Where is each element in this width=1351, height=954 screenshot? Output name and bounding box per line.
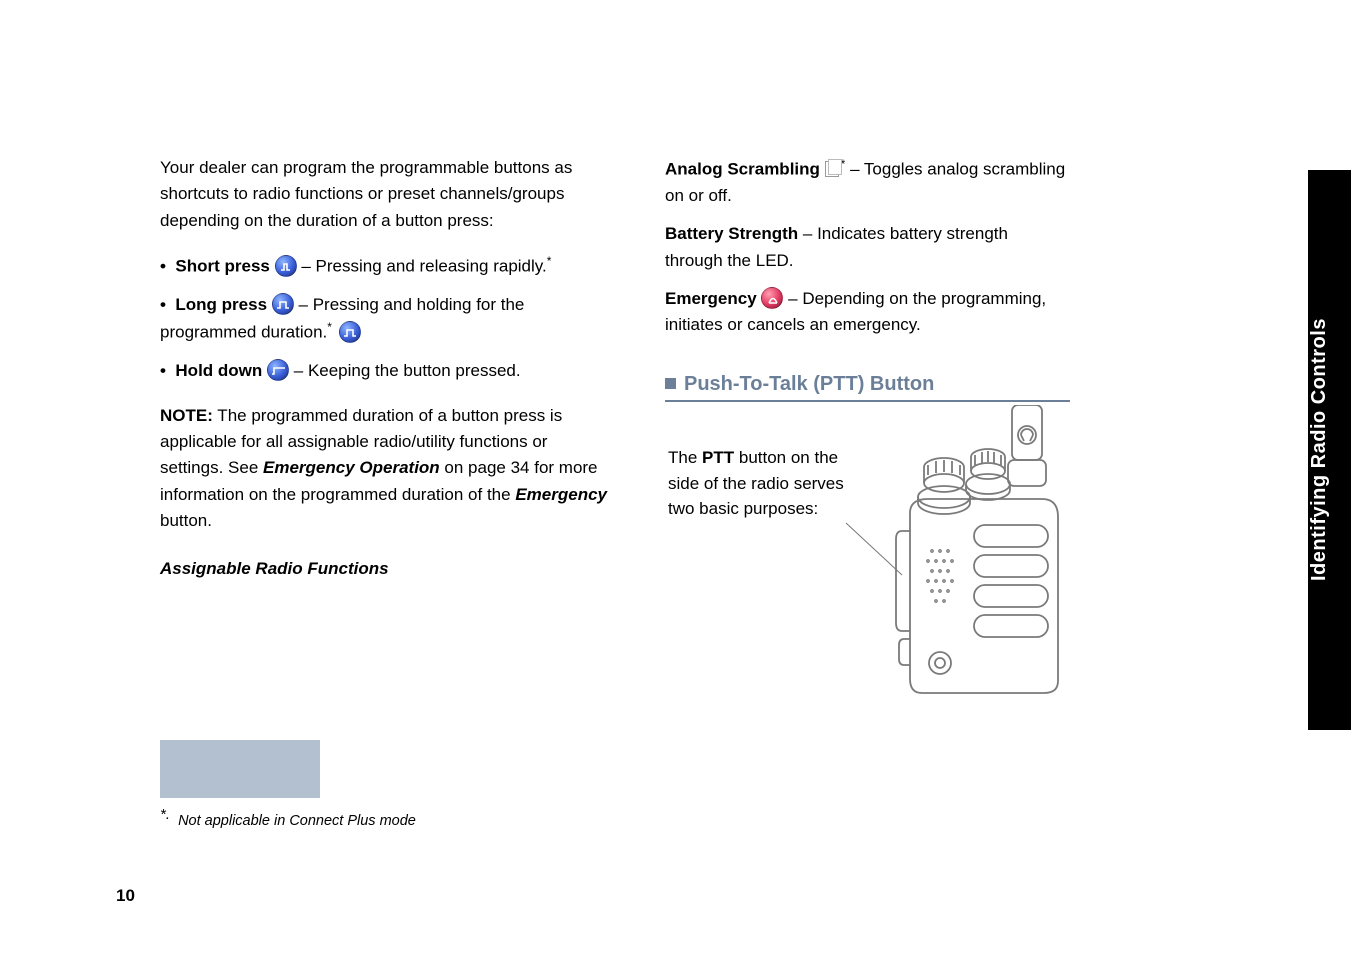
badge-short-press-icon — [275, 255, 297, 277]
section-rule — [665, 400, 1070, 402]
press-item-hold: • Hold down – Keeping the button pressed… — [160, 358, 615, 384]
page-ref-icon — [825, 161, 839, 177]
press-item-hold-desc: Keeping the button pressed. — [308, 361, 521, 380]
press-item-long-label: Long press — [175, 295, 267, 314]
badge-long-press-icon-2 — [339, 321, 361, 343]
footnote-text: *. Not applicable in Connect Plus mode — [160, 804, 615, 832]
ptt-bold: PTT — [702, 448, 734, 467]
press-item-short: • Short press – Pressing and releasing r… — [160, 252, 615, 280]
func-emergency-label: Emergency — [665, 289, 757, 308]
badge-long-press-icon — [272, 293, 294, 315]
section-title: Push-To-Talk (PTT) Button — [684, 373, 934, 395]
note-link-page: on page 34 — [440, 458, 530, 477]
press-item-long: • Long press – Pressing and holding for … — [160, 292, 615, 346]
press-duration-list: • Short press – Pressing and releasing r… — [160, 252, 615, 385]
side-tab-label: Identifying Radio Controls — [1308, 170, 1351, 730]
intro-paragraph: Your dealer can program the programmable… — [160, 155, 615, 234]
note-paragraph: NOTE: The programmed duration of a butto… — [160, 403, 615, 535]
section-marker-icon — [665, 378, 676, 389]
footnote-marker: *. — [160, 806, 170, 823]
radio-illustration — [836, 405, 1076, 700]
footnote-star-ref-1: * — [547, 254, 552, 268]
note-emergency-word: Emergency — [515, 485, 607, 504]
note-label: NOTE: — [160, 406, 213, 425]
badge-hold-down-icon — [267, 359, 289, 381]
func-analog-scrambling: Analog Scrambling * – Toggles analog scr… — [665, 155, 1070, 209]
note-link[interactable]: Emergency Operation — [263, 458, 440, 477]
left-column: Your dealer can program the programmable… — [160, 155, 615, 601]
func-analog-label: Analog Scrambling — [665, 160, 820, 179]
footnote-star-ref-2: * — [327, 320, 332, 334]
emergency-badge-icon — [761, 287, 783, 309]
side-tab: Identifying Radio Controls — [1308, 170, 1351, 730]
func-emergency: Emergency – Depending on the programming… — [665, 286, 1070, 339]
func-battery-strength: Battery Strength – Indicates battery str… — [665, 221, 1070, 274]
assignable-heading: Assignable Radio Functions — [160, 556, 615, 582]
press-item-hold-label: Hold down — [175, 361, 262, 380]
func-battery-label: Battery Strength — [665, 224, 798, 243]
press-item-short-desc: Pressing and releasing rapidly. — [316, 257, 547, 276]
press-item-short-label: Short press — [175, 257, 269, 276]
footnote-block: *. Not applicable in Connect Plus mode — [160, 740, 615, 832]
section-ptt: Push-To-Talk (PTT) Button — [665, 373, 1070, 402]
right-column: Analog Scrambling * – Toggles analog scr… — [665, 155, 1070, 402]
page-number: 10 — [116, 886, 135, 906]
footnote-bar — [160, 740, 320, 798]
